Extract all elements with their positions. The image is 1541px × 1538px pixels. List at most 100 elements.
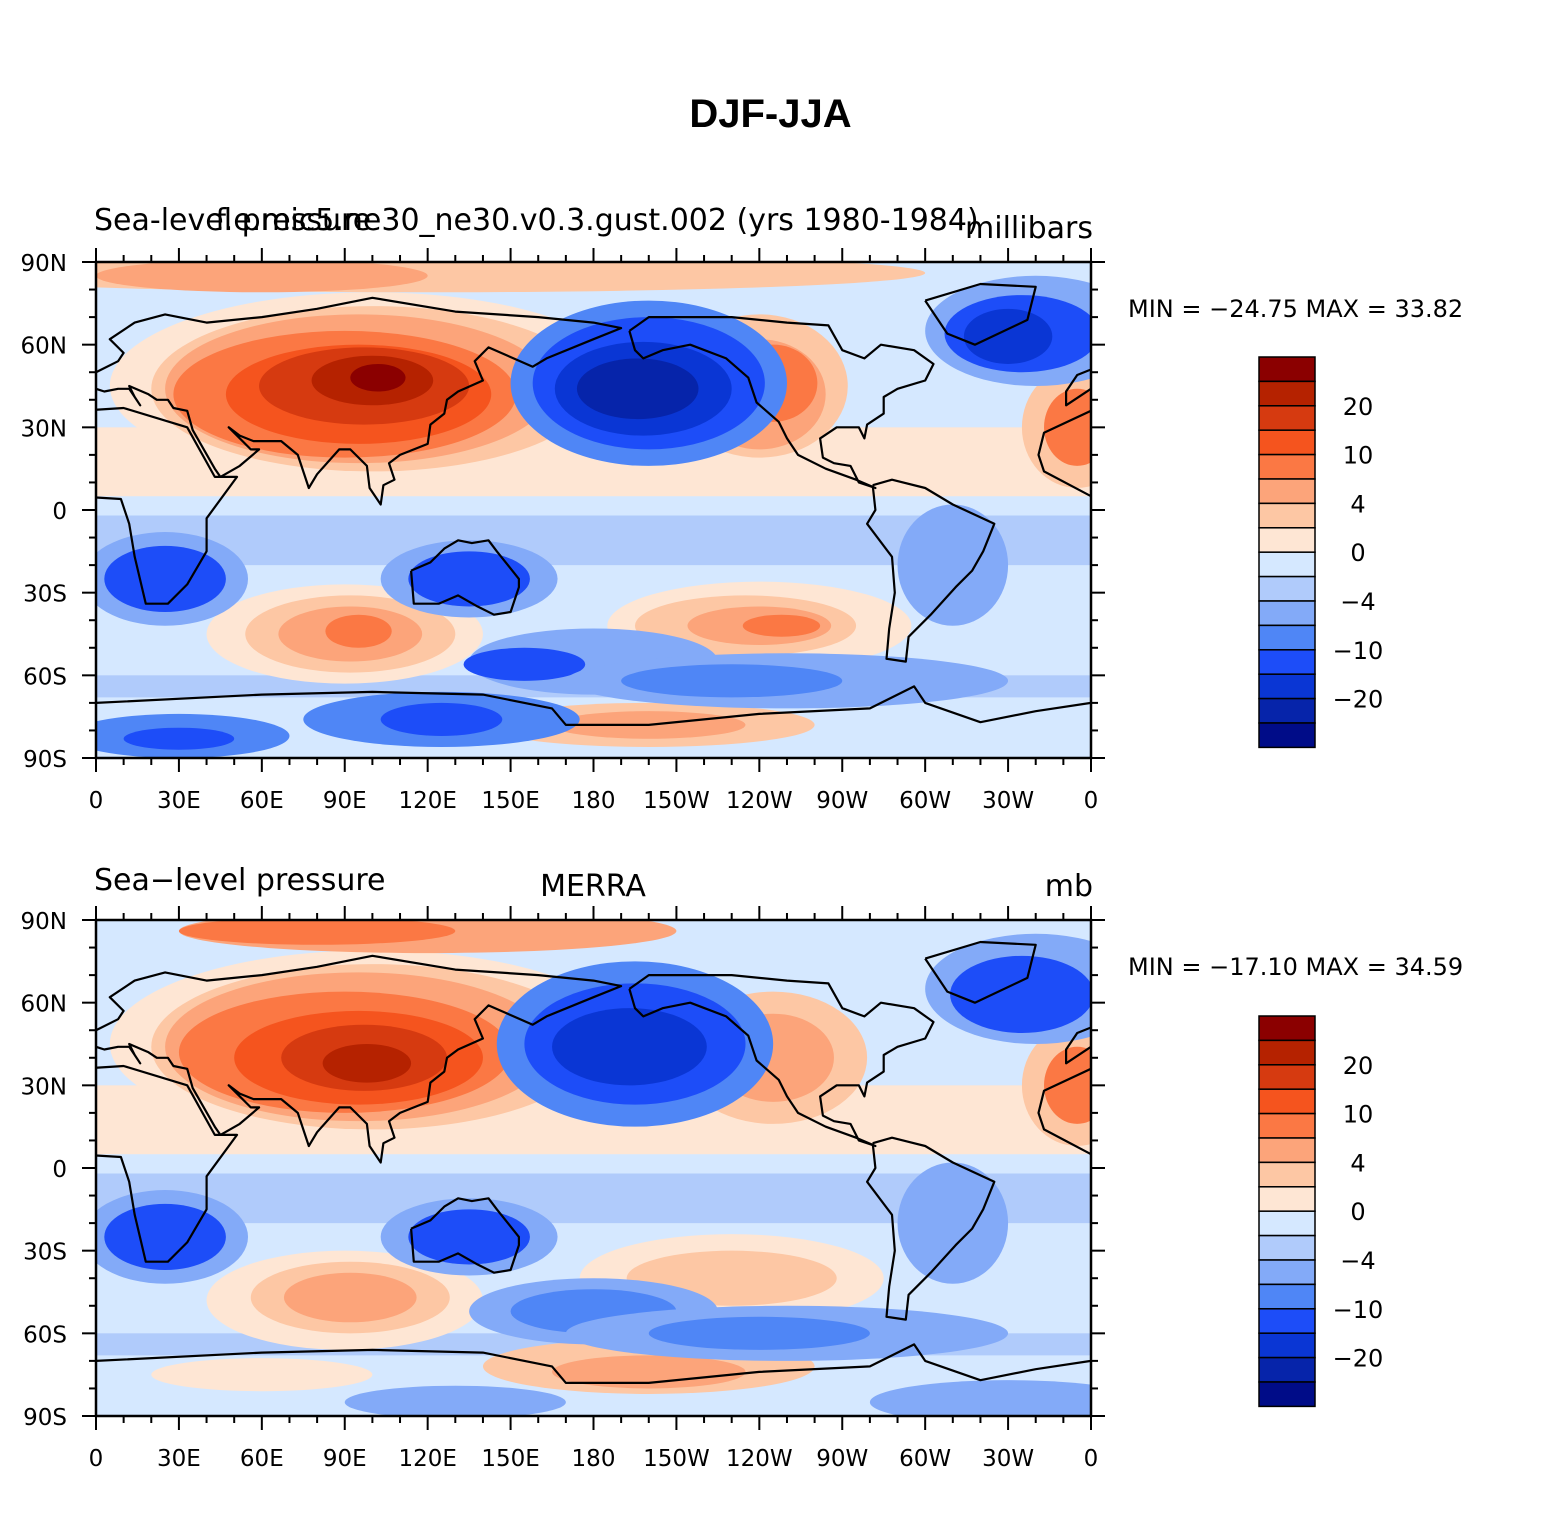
colorbar-cell: [1258, 551, 1316, 578]
y-tick-label: 60S: [23, 664, 67, 690]
colorbar-label: 0: [1350, 1198, 1365, 1226]
contour-region: [151, 1358, 373, 1392]
coastline: [866, 1136, 996, 1321]
x-tick-label: 120W: [726, 1446, 793, 1472]
x-tick-label: 60E: [240, 788, 284, 814]
x-tick-label: 0: [89, 788, 104, 814]
contour-region: [869, 1380, 1091, 1416]
coastline: [96, 1064, 239, 1263]
colorbar-cell: [1258, 380, 1316, 407]
coastline: [866, 478, 996, 663]
contour-region: [648, 1316, 870, 1350]
colorbar-cell: [1258, 502, 1316, 529]
y-tick-label: 90S: [23, 1405, 67, 1431]
x-tick-label: 0: [89, 1446, 104, 1472]
colorbar-label: 20: [1343, 1052, 1374, 1080]
x-tick-label: 0: [1084, 788, 1099, 814]
colorbar-cell: [1258, 527, 1316, 553]
contour-region: [96, 262, 428, 293]
contour-region: [742, 614, 821, 637]
coastline: [1037, 1067, 1091, 1156]
coastline: [1037, 409, 1091, 498]
contour-region: [621, 664, 843, 698]
coastline: [1065, 1026, 1091, 1065]
y-tick-label: 0: [52, 499, 67, 525]
coastline: [96, 406, 239, 605]
panel-center-title: MERRA: [540, 869, 646, 904]
x-tick-label: 120W: [726, 788, 793, 814]
contour-region: [950, 955, 1091, 1033]
y-tick-label: 90N: [21, 251, 67, 277]
contour-region: [408, 551, 530, 607]
contour-region: [963, 308, 1053, 364]
colorbar-label: 4: [1350, 1149, 1365, 1177]
contour-region: [576, 358, 699, 420]
coastline: [628, 316, 935, 490]
x-tick-label: 150W: [643, 1446, 710, 1472]
panel-left-title: Sea−level pressure: [94, 863, 385, 898]
colorbar-cell: [1258, 1356, 1316, 1383]
y-tick-label: 60N: [21, 992, 67, 1018]
colorbar-label: 10: [1343, 1101, 1374, 1129]
colorbar-cell: [1258, 697, 1316, 724]
colorbar-cell: [1258, 1234, 1316, 1261]
coastline: [96, 296, 623, 506]
coastline: [628, 974, 935, 1148]
colorbar-label: −10: [1333, 1296, 1384, 1324]
x-tick-label: 30W: [982, 1446, 1034, 1472]
y-tick-label: 60S: [23, 1322, 67, 1348]
contour-region: [552, 1008, 707, 1086]
min-max-stats: MIN = −24.75 MAX = 33.82: [1128, 295, 1463, 323]
contour-region: [322, 1044, 412, 1083]
x-tick-label: 60E: [240, 1446, 284, 1472]
colorbar-cell: [1258, 478, 1316, 505]
x-tick-label: 0: [1084, 1446, 1099, 1472]
y-tick-label: 30N: [21, 416, 67, 442]
y-tick-label: 30S: [23, 582, 67, 608]
colorbar-label: 0: [1350, 539, 1365, 567]
y-tick-label: 90N: [21, 909, 67, 935]
x-tick-label: 180: [572, 788, 616, 814]
coastline: [410, 539, 520, 616]
colorbar-cell: [1258, 1112, 1316, 1139]
contour-region: [104, 545, 226, 612]
colorbar-cell: [1258, 1332, 1316, 1359]
colorbar-cell: [1258, 1308, 1316, 1334]
colorbar-cell: [1258, 356, 1316, 383]
colorbar-cell: [1258, 575, 1316, 602]
x-tick-label: 150E: [481, 788, 539, 814]
contour-region: [283, 1272, 417, 1323]
panel-center-title: f.e.mic5.ne30_ne30.v0.3.gust.002 (yrs 19…: [215, 203, 978, 238]
x-tick-label: 150E: [481, 1446, 539, 1472]
x-tick-label: 90W: [816, 1446, 868, 1472]
colorbar-cell: [1258, 1015, 1316, 1042]
colorbar-cell: [1258, 673, 1316, 700]
panel-left-title: Sea-level pressure: [94, 203, 371, 238]
y-tick-label: 30S: [23, 1240, 67, 1266]
colorbar-cell: [1258, 600, 1316, 627]
colorbar-cell: [1258, 1137, 1316, 1164]
colorbar-cell: [1258, 429, 1316, 456]
colorbar-cell: [1258, 1259, 1316, 1286]
contour-region: [1044, 1046, 1091, 1124]
colorbar-label: 20: [1343, 393, 1374, 421]
y-tick-label: 0: [52, 1157, 67, 1183]
figure-title: DJF-JJA: [689, 92, 852, 136]
coastline: [1065, 368, 1091, 407]
contour-region: [178, 920, 456, 945]
colorbar-cell: [1258, 1283, 1316, 1310]
colorbar-cell: [1258, 1381, 1316, 1408]
y-tick-label: 90S: [23, 747, 67, 773]
coastline: [96, 685, 1091, 726]
x-tick-label: 120E: [398, 1446, 456, 1472]
coastline: [96, 1343, 1091, 1384]
x-tick-label: 30E: [157, 1446, 201, 1472]
contour-region: [408, 1209, 530, 1265]
colorbar-label: −20: [1333, 1345, 1384, 1373]
x-tick-label: 30E: [157, 788, 201, 814]
coastline: [96, 954, 623, 1164]
colorbar-label: −10: [1333, 637, 1384, 665]
y-tick-label: 30N: [21, 1074, 67, 1100]
contour-region: [897, 504, 1009, 626]
